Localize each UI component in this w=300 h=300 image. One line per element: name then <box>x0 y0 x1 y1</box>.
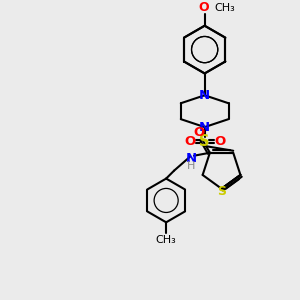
Text: O: O <box>184 134 195 148</box>
Text: O: O <box>214 134 225 148</box>
Text: CH₃: CH₃ <box>156 235 176 245</box>
Text: CH₃: CH₃ <box>214 3 235 13</box>
Text: O: O <box>198 1 209 14</box>
Text: N: N <box>199 121 210 134</box>
Text: S: S <box>200 134 210 148</box>
Text: S: S <box>217 185 226 198</box>
Text: N: N <box>185 152 197 165</box>
Text: H: H <box>187 161 195 171</box>
Text: O: O <box>193 126 205 140</box>
Text: N: N <box>199 89 210 102</box>
